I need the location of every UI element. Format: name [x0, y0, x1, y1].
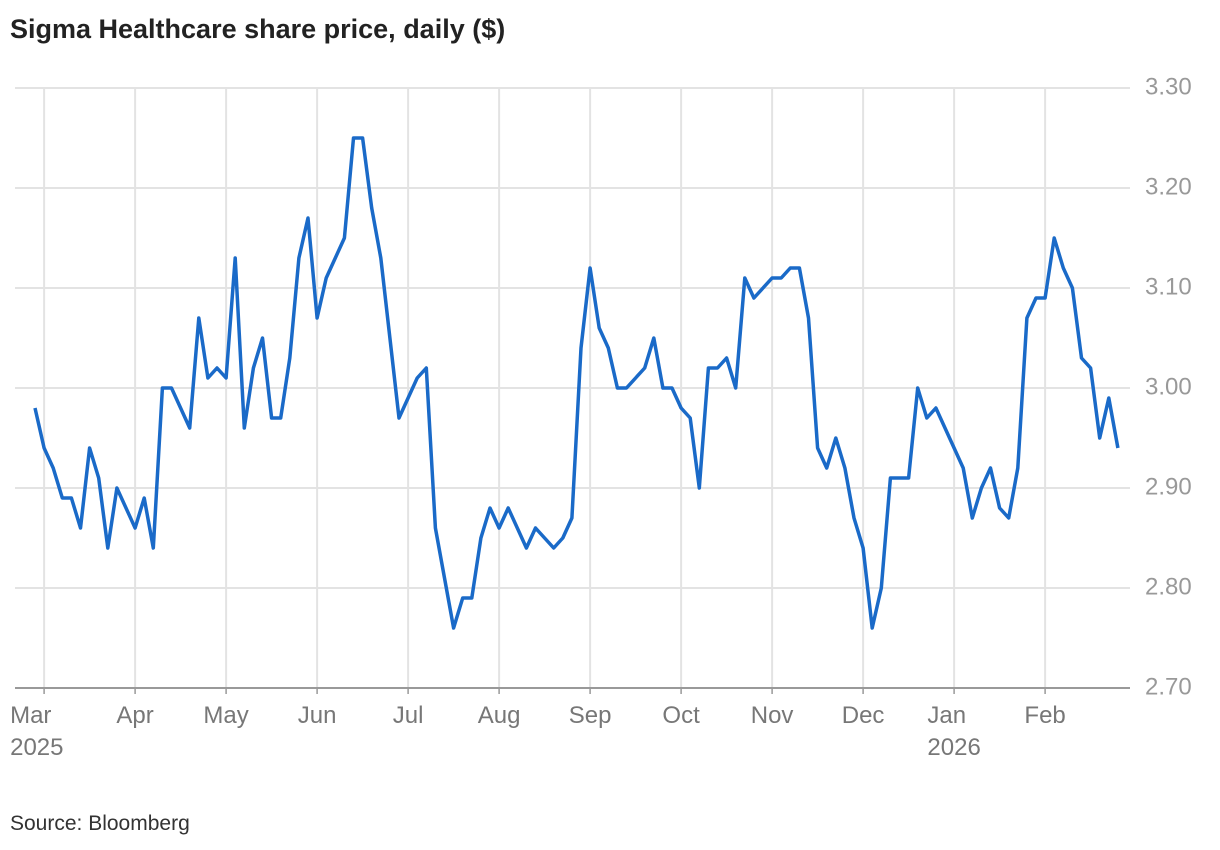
- y-tick-label: 2.70: [1145, 673, 1192, 700]
- chart-title: Sigma Healthcare share price, daily ($): [10, 14, 506, 44]
- price-line: [33, 136, 1120, 630]
- x-tick-label: May: [203, 702, 249, 729]
- x-tick-label: Dec: [841, 702, 885, 729]
- y-tick-label: 2.80: [1145, 573, 1192, 600]
- y-tick-label: 3.20: [1145, 173, 1192, 200]
- y-tick-label: 3.00: [1145, 373, 1192, 400]
- source-note: Source: Bloomberg: [10, 812, 190, 835]
- x-tick-label: Sep: [568, 702, 612, 729]
- x-tick-label: Apr: [116, 702, 154, 729]
- y-tick-label: 3.10: [1145, 273, 1192, 300]
- x-tick-label: Jul: [392, 702, 424, 729]
- x-tick-label: Feb: [1024, 702, 1066, 729]
- y-tick-label: 2.90: [1145, 473, 1192, 500]
- x-tick-label: Nov: [750, 702, 794, 729]
- y-tick-label: 3.30: [1145, 73, 1192, 100]
- x-tick-label: Jun: [297, 702, 337, 729]
- x-tick-label: Jan 2026: [927, 702, 981, 761]
- x-tick-label: Mar 2025: [10, 702, 64, 761]
- x-tick-label: Oct: [662, 702, 700, 729]
- x-tick-label: Aug: [477, 702, 521, 729]
